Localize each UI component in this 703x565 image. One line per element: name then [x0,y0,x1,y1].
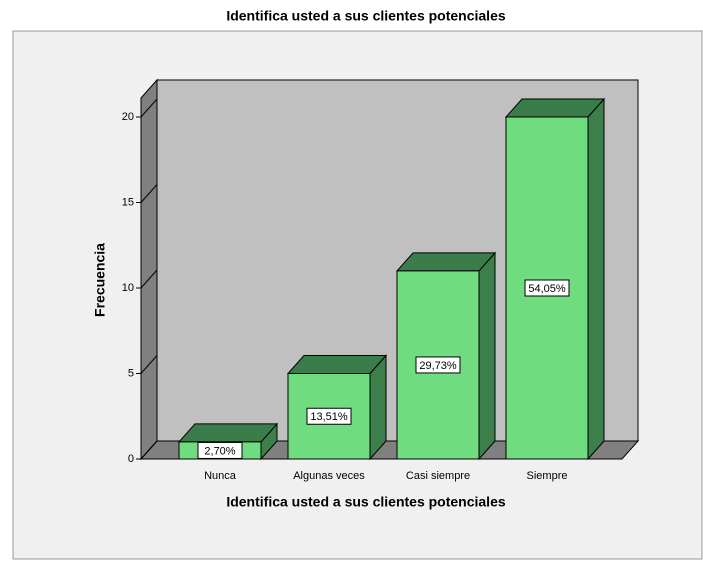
x-tick-label: Algunas veces [293,470,365,482]
bar-top [286,355,388,374]
bar [287,373,371,460]
x-tick-label: Casi siempre [406,470,470,482]
y-tick-label: 5 [128,367,134,379]
y-tick-label: 20 [122,111,134,123]
bar-top [504,98,606,118]
percentage-box [306,407,352,425]
bar-side [587,97,605,461]
percentage-label: 29,73% [419,360,457,372]
x-tick-label: Nunca [204,470,237,482]
y-tick-slant [140,184,158,203]
percentage-label: 2,70% [204,445,235,457]
chart-title: Identifica usted a sus clientes potencia… [226,8,506,24]
percentage-label: 54,05% [528,283,566,295]
percentage-box [415,356,461,374]
y-tick-slant [140,98,158,118]
y-tick-label: 0 [128,453,134,465]
y-tick-label: 15 [122,196,134,208]
y-tick-slant [140,269,158,289]
y-axis-label: Frecuencia [92,243,108,317]
bar-top [177,423,279,443]
bar-top [395,252,497,272]
percentage-label: 13,51% [310,411,348,423]
x-axis-label: Identifica usted a sus clientes potencia… [226,494,506,510]
percentage-box [197,441,243,459]
y-tick-slant [140,355,158,374]
side-wall [140,78,158,461]
percentage-box [524,279,570,297]
y-tick-label: 10 [122,282,134,294]
bar-side [478,251,496,461]
x-tick-label: Siempre [527,470,568,482]
y-tick-slant [140,440,158,460]
